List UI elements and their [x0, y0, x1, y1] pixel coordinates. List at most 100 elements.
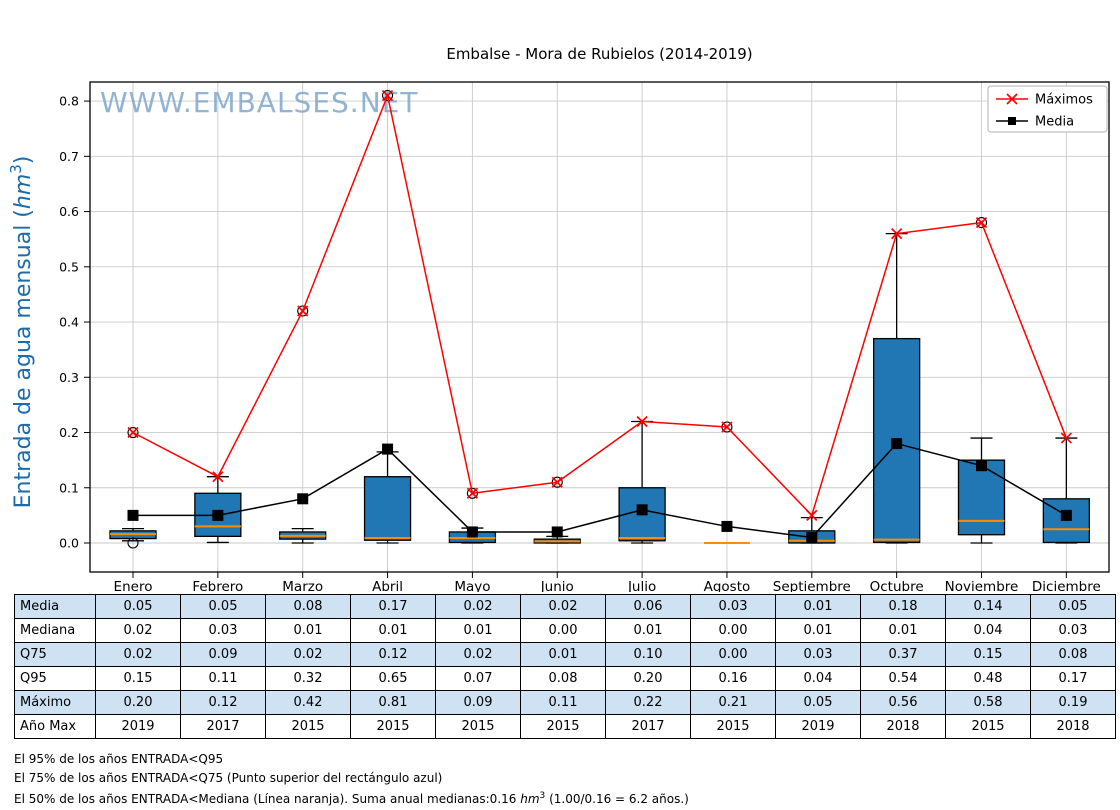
footnote-q95: El 95% de los años ENTRADA<Q95 [14, 752, 224, 766]
table-row: Año Max 2019 2017 2015 2015 2015 2015 2017 2015 2… [14, 714, 1116, 739]
maximos-marker [381, 89, 394, 102]
table-cell: 0.16 [690, 666, 776, 691]
table-row-label: Máximo [14, 690, 96, 715]
table-cell: 2015 [520, 714, 606, 739]
table-row: Q75 0.02 0.09 0.02 0.12 0.02 0.01 0.10 0.00 0.03 0… [14, 642, 1116, 667]
maximos-marker [212, 471, 224, 483]
table-cell: 0.37 [860, 642, 946, 667]
maximos-marker [466, 487, 479, 499]
y-tick-label: 0.6 [59, 204, 79, 219]
table-cell: 0.01 [775, 594, 861, 619]
line-series [127, 89, 1072, 543]
maximos-marker [721, 421, 733, 433]
table-cell: 2015 [435, 714, 521, 739]
table-cell: 0.58 [945, 690, 1031, 715]
table-cell: 0.00 [520, 618, 606, 643]
maximos-marker [127, 426, 139, 439]
table-cell: 0.00 [690, 642, 776, 667]
table-cell: 0.01 [605, 618, 691, 643]
table-row: Q95 0.15 0.11 0.32 0.65 0.07 0.08 0.20 0.16 0.04 0… [14, 666, 1116, 691]
gridlines [90, 82, 1109, 572]
table-row: Máximo 0.20 0.12 0.42 0.81 0.09 0.11 0.22 0.21 0.… [14, 690, 1116, 715]
media-marker [127, 509, 139, 521]
table-cell: 0.03 [775, 642, 861, 667]
table-row-label: Q95 [14, 666, 96, 691]
media-marker [212, 509, 224, 521]
x-tick-label: Septiembre [773, 579, 851, 592]
y-tick-label: 0.5 [59, 259, 79, 274]
table-cell: 0.08 [1030, 642, 1116, 667]
table-cell: 0.05 [180, 594, 266, 619]
legend-label-media: Media [1035, 115, 1074, 130]
media-marker [721, 520, 733, 532]
table-cell: 2015 [690, 714, 776, 739]
table-cell: 0.32 [265, 666, 351, 691]
iqr-box [363, 476, 412, 541]
table-cell: 0.03 [1030, 618, 1116, 643]
table-cell: 2015 [945, 714, 1031, 739]
table-cell: 2017 [180, 714, 266, 739]
table-cell: 0.10 [605, 642, 691, 667]
table-cell: 0.07 [435, 666, 521, 691]
table-cell: 0.00 [690, 618, 776, 643]
table-cell: 0.12 [180, 690, 266, 715]
table-cell: 0.02 [95, 642, 181, 667]
table-cell: 0.42 [265, 690, 351, 715]
x-tick-label: Abril [372, 579, 403, 592]
flier-circle [127, 426, 139, 439]
y-tick-label: 0.2 [59, 425, 79, 440]
boxplot-diciembre [1042, 437, 1090, 544]
maximos-line [132, 92, 1068, 517]
table-cell: 0.14 [945, 594, 1031, 619]
table-cell: 0.02 [265, 642, 351, 667]
boxplot-julio [618, 420, 666, 544]
table-cell: 0.54 [860, 666, 946, 691]
table-cell: 0.01 [350, 618, 436, 643]
maximos-marker [891, 228, 903, 240]
media-marker [806, 531, 818, 543]
x-marker-icon [1006, 93, 1018, 105]
maximos-marker [1060, 432, 1072, 444]
table-row-label: Mediana [14, 618, 96, 643]
boxplot-noviembre [957, 217, 1006, 544]
table-cell: 0.56 [860, 690, 946, 715]
table-cell: 2015 [350, 714, 436, 739]
table-cell: 0.09 [435, 690, 521, 715]
watermark: WWW.EMBALSES.NET [100, 86, 418, 119]
table-cell: 0.01 [435, 618, 521, 643]
footnotes: El 95% de los años ENTRADA<Q95 El 75% de… [14, 750, 689, 809]
table-cell: 0.01 [265, 618, 351, 643]
boxplots [109, 90, 1090, 549]
table-cell: 2015 [265, 714, 351, 739]
table-cell: 0.05 [775, 690, 861, 715]
table-cell: 0.02 [520, 594, 606, 619]
media-marker [1060, 509, 1072, 521]
media-marker [466, 526, 478, 538]
media-marker [551, 526, 563, 538]
table-cell: 2018 [1030, 714, 1116, 739]
table-row-label: Q75 [14, 642, 96, 667]
table-cell: 0.15 [945, 642, 1031, 667]
maximos-marker [806, 509, 818, 521]
table-cell: 0.11 [520, 690, 606, 715]
media-marker [891, 438, 903, 450]
media-marker [636, 504, 648, 516]
x-tick-label: Julio [627, 579, 656, 592]
media-line [133, 442, 1067, 539]
legend-label-maximos: Máximos [1035, 93, 1093, 108]
iqr-box [957, 459, 1006, 536]
footnote-mediana: El 50% de los años ENTRADA<Mediana (Líne… [14, 791, 689, 806]
maximos-marker [975, 217, 988, 229]
boxplot-enero [109, 426, 157, 549]
plot-border [89, 81, 1110, 573]
chart-canvas: WWW.EMBALSES.NET 0.00.10.20.30.40.50.60.… [7, 81, 1110, 592]
x-tick-label: Mayo [454, 579, 490, 592]
x-tick-label: Diciembre [1032, 579, 1101, 592]
table-cell: 0.17 [350, 594, 436, 619]
maximos-marker [551, 476, 563, 488]
axis-ticks: 0.0 0.1 0.2 0.3 0.4 0.5 0.6 0.7 0.8 Enero Febrero M… [59, 94, 1101, 592]
table-cell: 0.21 [690, 690, 776, 715]
media-marker [976, 460, 987, 472]
table-cell: 0.65 [350, 666, 436, 691]
